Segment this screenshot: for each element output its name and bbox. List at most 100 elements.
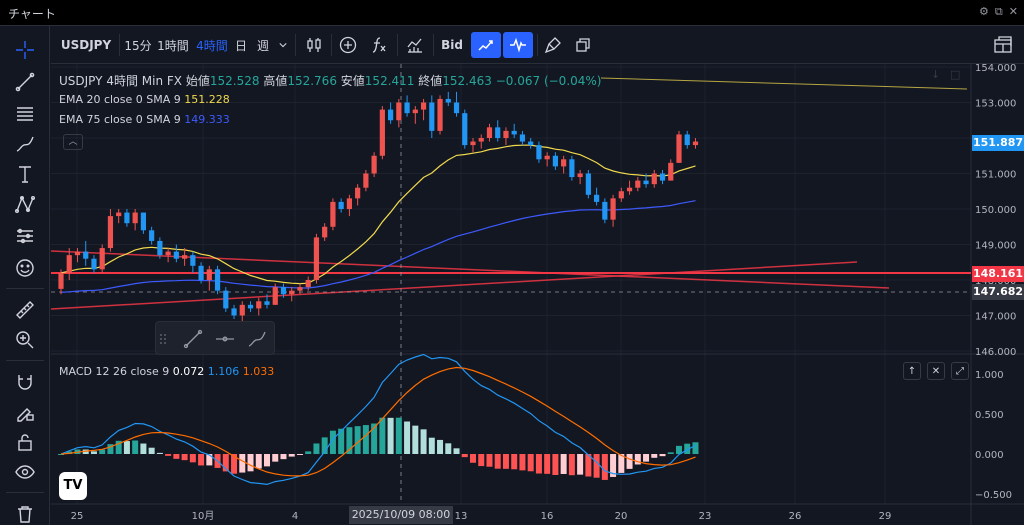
trash-icon[interactable]	[0, 500, 50, 525]
crosshair	[51, 64, 971, 504]
close-pane-icon[interactable]: ✕	[927, 362, 945, 380]
trend-chart-icon[interactable]	[471, 32, 501, 58]
indicators-fx-icon[interactable]	[365, 32, 393, 58]
indicator-chart-icon[interactable]	[401, 32, 429, 58]
ema75-legend[interactable]: EMA 75 close 0 SMA 9 149.333	[59, 113, 230, 126]
compare-plus-icon[interactable]	[333, 32, 363, 58]
candles-icon[interactable]	[301, 32, 327, 58]
macd-hist-bar	[173, 454, 180, 459]
ema20-line	[60, 144, 696, 285]
pulse-chart-icon[interactable]	[503, 32, 533, 58]
settings-icon[interactable]: ⚙	[979, 5, 989, 18]
symbol-button[interactable]: USDJPY	[60, 38, 112, 52]
crosshair-icon[interactable]	[0, 36, 50, 64]
macd-histogram	[58, 417, 699, 480]
eye-icon[interactable]	[0, 458, 50, 486]
macd-lines	[60, 353, 696, 486]
candle	[99, 248, 105, 270]
popout-icon[interactable]: ⧉	[994, 5, 1003, 18]
lock-icon[interactable]	[0, 428, 50, 456]
zoom-in-icon[interactable]	[0, 326, 50, 354]
interval-1h[interactable]: 1時間	[157, 38, 189, 53]
candle	[338, 201, 344, 209]
macd-hist-bar	[362, 425, 369, 454]
candle	[486, 127, 493, 138]
trendline-icon[interactable]	[0, 68, 50, 96]
layout-icon[interactable]	[988, 32, 1018, 58]
interval-1d[interactable]: 日	[234, 38, 247, 53]
macd-hist-bar	[189, 454, 196, 463]
macd-hist-bar	[535, 454, 542, 474]
candle	[643, 180, 649, 185]
collapse-legend-button[interactable]: ︿	[63, 134, 83, 150]
candle	[330, 201, 336, 227]
candle	[165, 251, 171, 256]
trendline-icon[interactable]	[182, 328, 204, 350]
horizontal-ray-icon[interactable]	[214, 328, 236, 350]
macd-hist-bar	[272, 454, 279, 462]
signal-line	[60, 366, 696, 477]
candle	[626, 187, 633, 192]
last-price-label: 151.887	[972, 135, 1024, 151]
move-up-icon[interactable]: ↑	[903, 362, 921, 380]
macd-hist-bar	[453, 448, 460, 454]
toolbar-divider	[6, 288, 44, 289]
close-icon[interactable]: ✕	[1008, 5, 1018, 18]
interval-4h[interactable]: 4時間	[196, 38, 228, 53]
price-axis-markers: ↓ □	[931, 68, 960, 81]
candle	[692, 141, 699, 146]
ema20-legend[interactable]: EMA 20 close 0 SMA 9 151.228	[59, 93, 230, 106]
candle	[659, 173, 666, 181]
macd-hist-bar	[132, 440, 139, 454]
price-chart[interactable]: 154.000153.000152.000151.000150.000149.0…	[51, 64, 1024, 525]
forecast-icon[interactable]	[0, 222, 50, 250]
macd-hist-bar	[379, 417, 386, 454]
macd-hist-bar	[585, 454, 592, 477]
candle	[355, 187, 361, 199]
legend-high: 152.766	[287, 74, 337, 88]
lock-drawing-icon[interactable]	[0, 398, 50, 426]
ruler-icon[interactable]	[0, 296, 50, 324]
macd-hist-bar	[470, 454, 476, 463]
bid-button[interactable]: Bid	[441, 38, 463, 52]
macd-hist-bar	[552, 454, 559, 476]
fib-retracement-icon[interactable]	[0, 100, 50, 128]
interval-15m[interactable]: 15分	[124, 38, 152, 53]
floating-drawing-toolbar[interactable]	[155, 321, 275, 355]
macd-legend[interactable]: MACD 12 26 close 9 0.072 1.106 1.033	[59, 365, 274, 378]
macd-hist-bar	[601, 454, 608, 480]
brush-icon[interactable]	[0, 130, 50, 158]
emoji-icon[interactable]	[0, 254, 50, 282]
macd-hist-bar	[618, 454, 625, 473]
candle	[132, 212, 138, 224]
candle	[346, 198, 352, 209]
brush-icon[interactable]	[246, 328, 268, 350]
drag-handle-icon[interactable]	[158, 328, 168, 350]
macd-label: MACD 12 26 close 9	[59, 365, 170, 378]
interval-1w[interactable]: 週	[256, 38, 269, 53]
toolbar-divider	[433, 34, 434, 56]
maximize-pane-icon[interactable]: ⤢	[951, 362, 969, 380]
candle	[585, 173, 591, 195]
candle	[618, 191, 624, 199]
macd-hist-bar	[140, 443, 147, 454]
chevron-down-icon[interactable]	[275, 32, 291, 58]
macd-hist-bar	[494, 454, 501, 469]
candle	[536, 145, 542, 160]
legend-high-label: 高値	[263, 74, 288, 88]
magnet-icon[interactable]	[0, 368, 50, 396]
pattern-icon[interactable]	[0, 190, 50, 218]
legend-change: −0.067 (−0.04%)	[495, 74, 602, 88]
text-icon[interactable]	[0, 160, 50, 188]
chart-area[interactable]: 154.000153.000152.000151.000150.000149.0…	[51, 64, 1024, 525]
trendline[interactable]	[600, 77, 968, 90]
copy-icon[interactable]	[569, 32, 597, 58]
candle	[577, 173, 583, 178]
candle	[297, 287, 303, 291]
candle	[157, 240, 163, 256]
legend-low: 152.411	[364, 74, 415, 88]
ema75-label: EMA 75 close 0 SMA 9	[59, 113, 181, 126]
trendline[interactable]	[51, 261, 858, 310]
paint-brush-icon[interactable]	[539, 32, 567, 58]
candle	[371, 155, 377, 174]
